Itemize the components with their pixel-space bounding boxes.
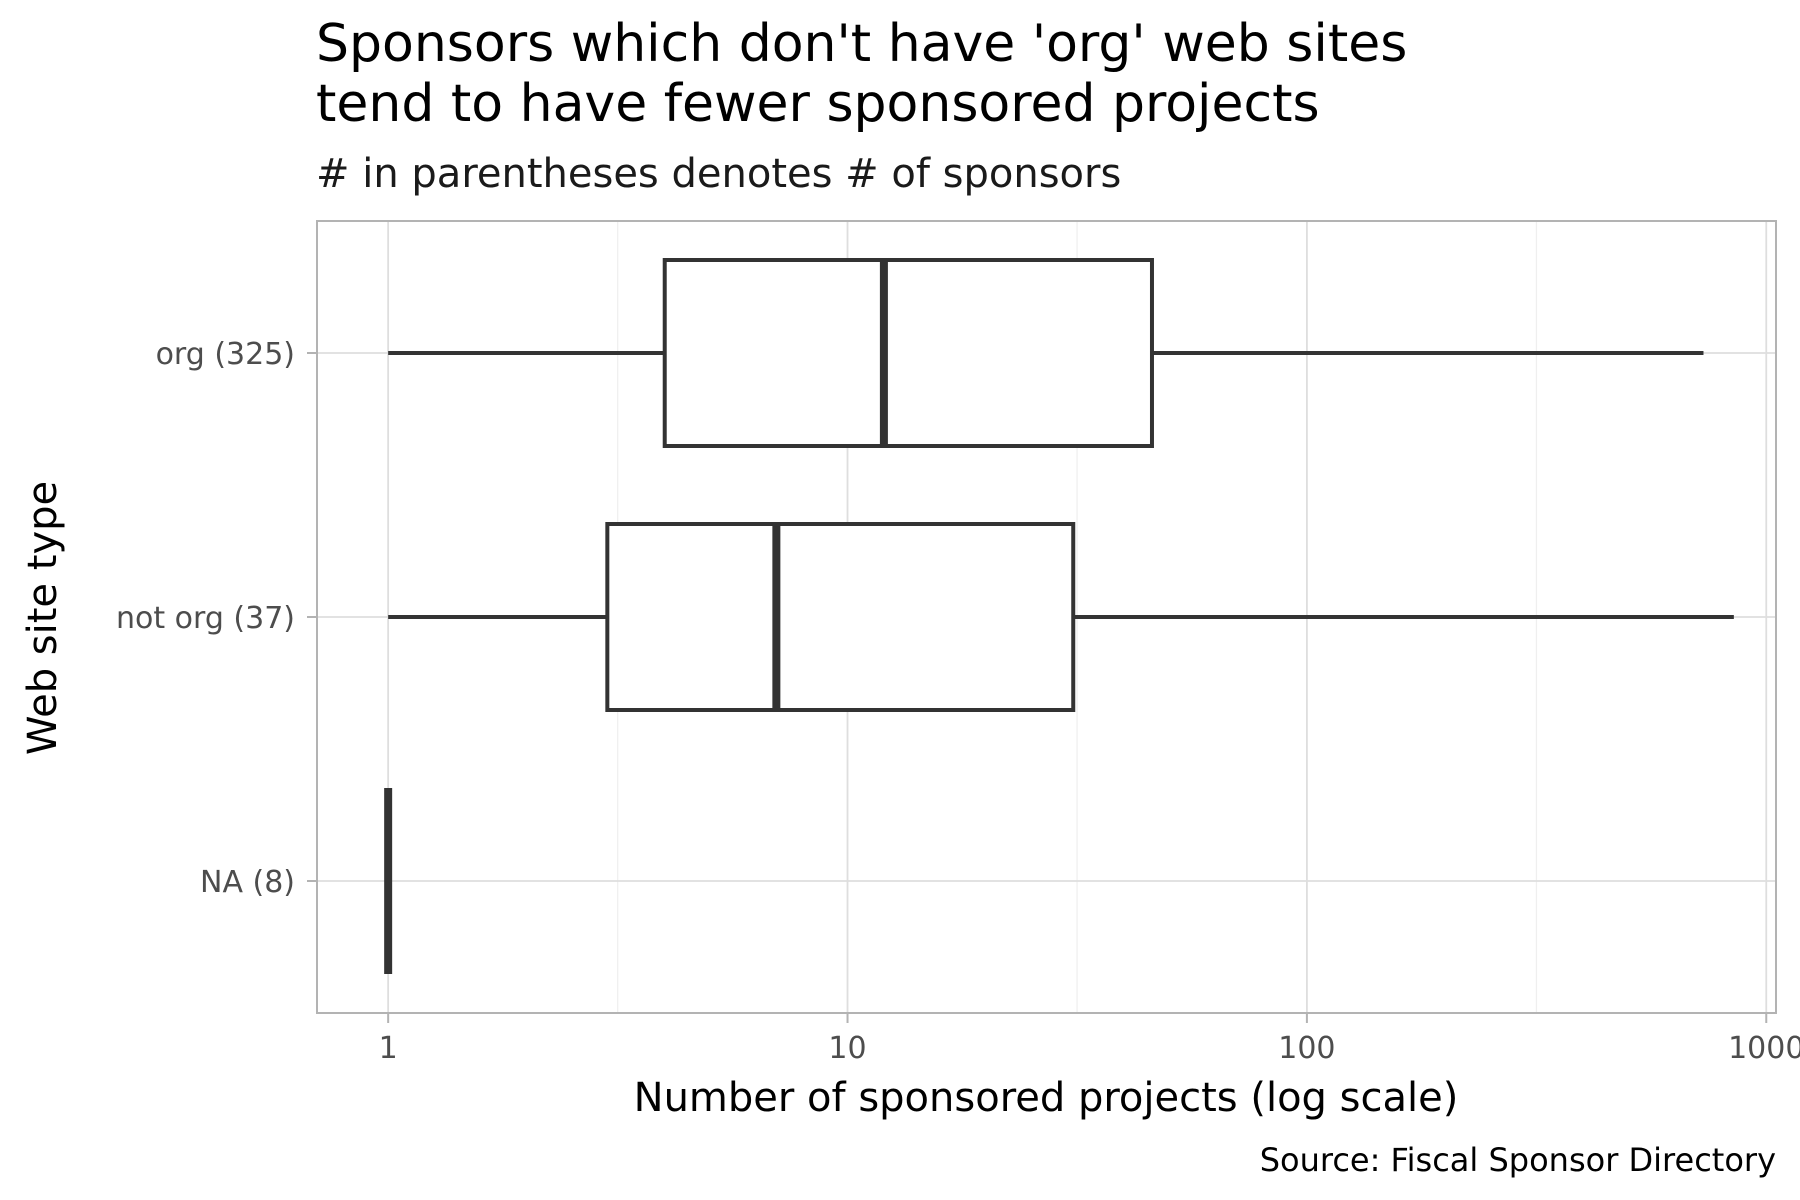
chart-title-line-1: Sponsors which don't have 'org' web site… [316, 14, 1407, 74]
y-tick-label: NA (8) [200, 865, 295, 900]
boxplot-1 [388, 522, 1734, 712]
boxplots [384, 258, 1734, 974]
iqr-box [662, 258, 1154, 448]
x-axis-title: Number of sponsored projects (log scale) [634, 1075, 1459, 1121]
x-tick-label: 1 [379, 1031, 398, 1066]
iqr-box [605, 522, 1076, 712]
y-tick-label: not org (37) [116, 601, 295, 636]
axis-ticks: 1 10 100 1000 org (325) not org (37) NA (8) [116, 337, 1800, 1066]
x-tick-label: 10 [828, 1031, 866, 1066]
x-tick-label: 1000 [1728, 1031, 1800, 1066]
boxplot-0 [388, 258, 1704, 448]
y-axis-title: Web site type [20, 481, 66, 755]
x-tick-label: 100 [1278, 1031, 1335, 1066]
chart-caption: Source: Fiscal Sponsor Directory [1260, 1141, 1776, 1179]
chart-subtitle: # in parentheses denotes # of sponsors [316, 151, 1121, 197]
chart-title-line-2: tend to have fewer sponsored projects [316, 74, 1320, 134]
y-tick-label: org (325) [156, 337, 295, 372]
